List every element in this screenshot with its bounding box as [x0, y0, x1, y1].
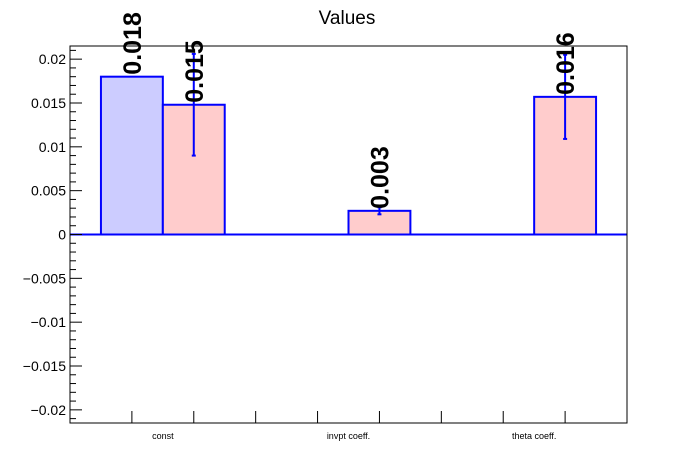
x-axis: const invpt coeff. theta coeff. — [131, 411, 566, 441]
y-tick-label: −0.005 — [23, 270, 66, 286]
data-label: 0.018 — [119, 12, 147, 75]
y-tick-label: 0.02 — [39, 51, 66, 67]
data-label: 0.016 — [552, 32, 580, 95]
y-tick-label: −0.01 — [31, 314, 67, 330]
y-tick-label: 0 — [58, 227, 66, 243]
y-tick-label: −0.015 — [23, 358, 66, 374]
x-category-label: const — [152, 431, 174, 441]
data-label: 0.015 — [181, 40, 209, 103]
bar — [99, 75, 164, 236]
y-tick-label: −0.02 — [31, 402, 67, 418]
x-category-label: theta coeff. — [512, 431, 556, 441]
y-tick-label: 0.01 — [39, 139, 66, 155]
chart-title: Values — [319, 8, 376, 29]
y-axis: −0.02 −0.015 −0.01 −0.005 0 0.005 0.01 0.015 0.0… — [23, 49, 82, 420]
data-label: 0.003 — [366, 146, 394, 209]
error-bars-layer — [191, 52, 568, 216]
y-tick-label: 0.015 — [31, 95, 66, 111]
data-labels-layer: 0.018 0.015 0.003 0.016 — [119, 12, 580, 209]
x-category-label: invpt coeff. — [327, 431, 370, 441]
y-tick-label: 0.005 — [31, 183, 66, 199]
